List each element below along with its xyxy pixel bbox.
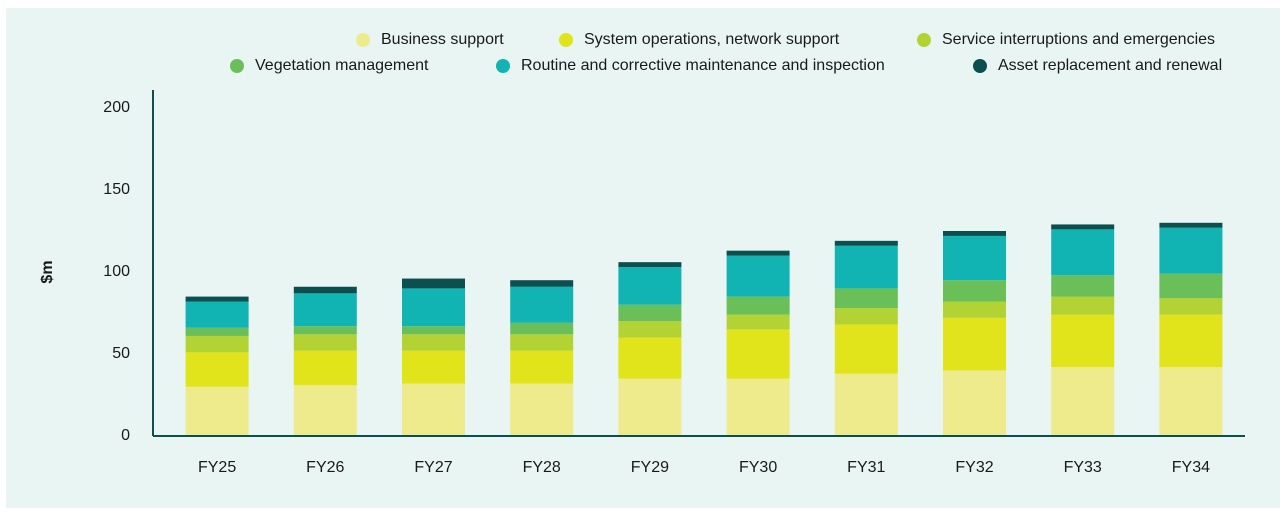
x-tick-label: FY33 [1064, 459, 1102, 476]
x-tick-label: FY27 [414, 459, 452, 476]
bar-segment [618, 262, 682, 268]
legend-marker [559, 33, 573, 47]
y-tick-label: 0 [121, 427, 130, 444]
x-tick-label: FY31 [847, 459, 885, 476]
legend-marker [230, 59, 244, 73]
bar-segment [943, 280, 1006, 302]
bar-segment [293, 293, 357, 327]
x-tick-label: FY29 [631, 459, 669, 476]
bar-segment [293, 350, 357, 386]
bar-segment [1159, 298, 1223, 315]
bar-segment [943, 231, 1006, 236]
x-tick-label: FY34 [1172, 459, 1210, 476]
bar-segment [618, 378, 682, 436]
legend-marker [356, 33, 370, 47]
bar-segment [1159, 367, 1223, 436]
bar-segment [293, 334, 357, 351]
bar-segment [185, 335, 249, 353]
bar-segment [510, 280, 574, 287]
legend-marker [496, 59, 510, 73]
bar-segment [1051, 224, 1115, 230]
bar-segment [185, 301, 249, 328]
bar-segment [185, 352, 249, 387]
bar-segment [402, 350, 465, 384]
bar-segment [726, 250, 790, 256]
bar-segment [618, 304, 682, 322]
bar-segment [510, 350, 574, 384]
bar-segment [618, 267, 682, 305]
bar-segment [1051, 296, 1115, 315]
bar-segment [618, 337, 682, 379]
bar-segment [1051, 314, 1115, 368]
bar-segment [726, 255, 790, 297]
x-tick-label: FY26 [306, 459, 344, 476]
bar-segment [293, 286, 357, 294]
bar-segment [1159, 314, 1223, 368]
x-tick-label: FY32 [955, 459, 993, 476]
bar-segment [943, 370, 1006, 436]
legend-marker [973, 59, 987, 73]
bar-segment [943, 301, 1006, 318]
bar-segment [1159, 273, 1223, 299]
bar-segment [726, 296, 790, 315]
bar-segment [510, 322, 574, 335]
x-tick-label: FY25 [198, 459, 236, 476]
bar-segment [943, 235, 1006, 281]
y-tick-label: 50 [112, 345, 130, 362]
y-tick-label: 200 [103, 99, 130, 116]
bar-segment [402, 288, 465, 327]
legend-label: Vegetation management [255, 57, 429, 74]
bar-segment [834, 324, 898, 374]
bar-segment [402, 334, 465, 351]
bar-segment [402, 326, 465, 335]
bar-segment [726, 329, 790, 379]
bar-segment [402, 383, 465, 436]
bar-segment [1051, 275, 1115, 297]
bar-segment [510, 383, 574, 436]
bar-segment [293, 326, 357, 335]
x-tick-label: FY30 [739, 459, 777, 476]
bar-segment [1159, 227, 1223, 274]
bar-segment [834, 288, 898, 309]
bar-segment [1051, 367, 1115, 436]
x-tick-label: FY28 [523, 459, 561, 476]
bar-segment [834, 245, 898, 289]
bar-segment [185, 296, 249, 302]
bar-segment [834, 308, 898, 325]
legend-label: System operations, network support [584, 31, 840, 48]
bar-segment [943, 317, 1006, 371]
bar-segment [510, 286, 574, 323]
bar-segment [1051, 229, 1115, 276]
bar-segment [1159, 222, 1223, 228]
legend-label: Asset replacement and renewal [998, 57, 1222, 74]
bar-segment [726, 378, 790, 436]
bar-segment [618, 321, 682, 338]
bar-segment [402, 278, 465, 289]
y-axis-label: $m [39, 260, 56, 283]
legend-label: Routine and corrective maintenance and i… [521, 57, 885, 74]
legend-marker [917, 33, 931, 47]
y-tick-label: 100 [103, 263, 130, 280]
legend-label: Business support [381, 31, 504, 48]
bar-segment [185, 386, 249, 436]
bar-segment [510, 334, 574, 351]
bar-segment [185, 327, 249, 336]
bar-segment [293, 385, 357, 436]
bar-segment [834, 373, 898, 436]
bar-segment [834, 240, 898, 246]
legend-label: Service interruptions and emergencies [942, 31, 1215, 48]
y-tick-label: 150 [103, 181, 130, 198]
bar-segment [726, 314, 790, 330]
